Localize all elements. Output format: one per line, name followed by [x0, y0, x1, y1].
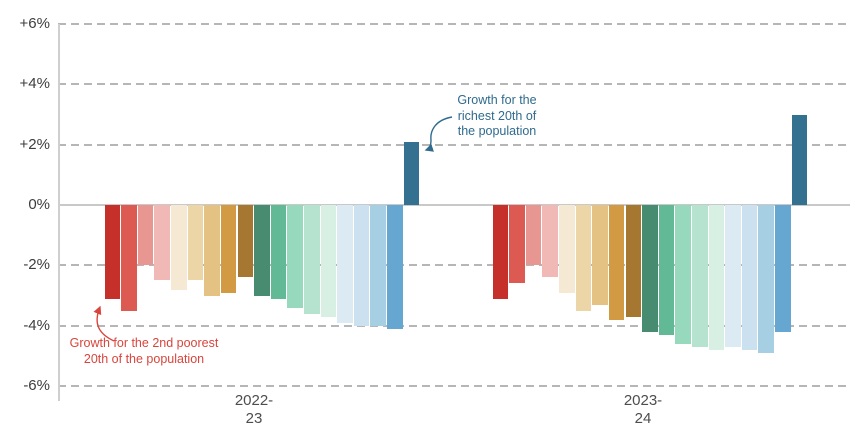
y-axis-label-+2%: +2% [19, 135, 50, 153]
bar-2022-23-vigintile-3 [121, 205, 137, 311]
y-axis-label-+4%: +4% [19, 75, 50, 93]
bar-2022-23-vigintile-9 [220, 205, 237, 293]
gridline--2% [58, 264, 850, 267]
y-axis-line [58, 24, 60, 401]
annotation-line: richest 20th of [457, 108, 537, 123]
y-axis-label--2%: -2% [23, 256, 50, 274]
bar-2022-23-vigintile-7 [187, 205, 204, 281]
bar-2022-23-vigintile-10 [237, 205, 254, 278]
bar-2022-23-vigintile-14 [303, 205, 320, 314]
bar-2022-23-vigintile-17 [353, 205, 370, 326]
bar-2023-24-vigintile-4 [525, 205, 542, 266]
annotation-line: the population [457, 124, 537, 138]
bar-2022-23-vigintile-19 [387, 205, 403, 329]
bar-2022-23-vigintile-4 [137, 205, 154, 266]
bar-2023-24-vigintile-12 [658, 205, 675, 335]
bar-2022-23-vigintile-8 [204, 205, 220, 296]
bar-2022-23-vigintile-15 [320, 205, 337, 317]
y-axis-label--6%: -6% [23, 376, 50, 394]
bar-2022-23-vigintile-12 [270, 205, 287, 299]
annotation-2nd-poorest: Growth for the 2nd poorest 20th of the p… [60, 336, 228, 367]
gridline-+6% [58, 23, 850, 25]
bar-2023-24-vigintile-11 [642, 205, 658, 332]
bar-2023-24-2nd-poorest-20th [492, 205, 509, 299]
bar-2022-23-2nd-poorest-20th [104, 205, 121, 299]
y-axis-label-0%: 0% [28, 195, 50, 213]
bar-2023-24-vigintile-15 [708, 205, 725, 350]
bar-2023-24-vigintile-10 [625, 205, 642, 317]
bar-2023-24-vigintile-8 [592, 205, 608, 305]
bar-2022-23-richest-20th [403, 141, 420, 205]
bar-2023-24-vigintile-9 [608, 205, 625, 320]
y-axis-label--4%: -4% [23, 316, 50, 334]
annotation-line: Growth for the [457, 93, 537, 107]
x-axis-label-2022-23: 2022- 23 [194, 392, 314, 428]
gridline-+2% [58, 143, 850, 146]
x-axis-label-line2: 24 [634, 410, 652, 427]
annotation-richest: Growth for the richest 20th of the popul… [437, 93, 557, 140]
x-axis-label-line2: 23 [245, 410, 263, 427]
bar-2023-24-vigintile-19 [775, 205, 791, 332]
bar-2023-24-vigintile-16 [725, 205, 741, 347]
bar-2022-23-vigintile-18 [370, 205, 387, 326]
bar-2022-23-vigintile-6 [171, 205, 187, 290]
bar-2023-24-vigintile-13 [675, 205, 691, 344]
gridline--6% [58, 384, 850, 387]
bar-2023-24-vigintile-17 [741, 205, 758, 350]
x-axis-label-line1: 2023- [623, 392, 663, 409]
bar-2023-24-richest-20th [791, 114, 808, 205]
bar-2022-23-vigintile-16 [337, 205, 353, 323]
bar-2023-24-vigintile-3 [509, 205, 525, 284]
annotation-line: Growth for the 2nd poorest [69, 336, 219, 350]
bar-2022-23-vigintile-11 [254, 205, 270, 296]
bar-2023-24-vigintile-18 [758, 205, 775, 353]
x-axis-label-line1: 2022- [234, 392, 274, 409]
bar-2023-24-vigintile-14 [691, 205, 708, 347]
gridline-+4% [58, 83, 850, 86]
x-axis-label-2023-24: 2023- 24 [583, 392, 703, 428]
bar-2023-24-vigintile-6 [559, 205, 575, 293]
annotation-line: 20th of the population [83, 351, 205, 366]
zero-axis-line [58, 203, 850, 206]
bar-2022-23-vigintile-13 [287, 205, 303, 308]
y-axis-label-+6%: +6% [19, 15, 50, 32]
bar-2022-23-vigintile-5 [154, 205, 171, 281]
bar-2023-24-vigintile-5 [542, 205, 559, 278]
gridline--4% [58, 324, 850, 327]
bar-2023-24-vigintile-7 [575, 205, 592, 311]
